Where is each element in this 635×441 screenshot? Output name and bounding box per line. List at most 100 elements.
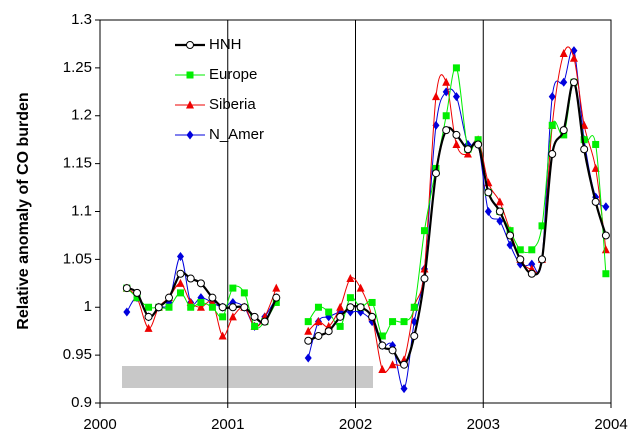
data-point [272, 298, 280, 306]
data-point [560, 131, 568, 139]
data-point [314, 303, 322, 311]
data-point [165, 303, 173, 311]
data-point [208, 303, 216, 311]
x-tick-label: 2004 [594, 416, 627, 433]
data-point [346, 294, 354, 302]
y-tick-label: 1.3 [71, 11, 92, 28]
series-line [126, 48, 607, 390]
y-tick-label: 1.05 [63, 250, 92, 267]
y-tick-label: 1.1 [71, 202, 92, 219]
data-point [580, 145, 589, 154]
data-point [218, 303, 227, 312]
data-point [196, 302, 205, 311]
data-point [495, 207, 504, 216]
data-point [218, 331, 227, 340]
data-point [154, 303, 163, 312]
legend-marker [186, 71, 194, 79]
data-point [304, 336, 313, 345]
data-point [601, 231, 610, 240]
data-point [400, 318, 408, 326]
data-point [133, 288, 142, 297]
data-point [197, 298, 205, 306]
y-tick-label: 1.2 [71, 107, 92, 124]
data-point [400, 360, 409, 369]
data-point [506, 240, 514, 250]
data-point [186, 274, 195, 283]
legend-label: HNH [209, 36, 242, 53]
series-line [126, 81, 607, 367]
data-point [538, 255, 547, 264]
data-point [559, 49, 568, 58]
data-point [474, 136, 482, 144]
data-point [389, 318, 397, 326]
data-point [176, 278, 185, 287]
data-point [442, 126, 451, 135]
data-point [496, 216, 504, 226]
data-point [506, 231, 515, 240]
data-point [420, 274, 429, 283]
data-point [548, 121, 556, 129]
data-point [346, 274, 355, 283]
plot-frame [99, 19, 612, 404]
y-tick-label: 0.95 [63, 346, 92, 363]
y-tick-label: 0.9 [71, 394, 92, 411]
legend-label: N_Amer [209, 126, 264, 143]
legend-marker [186, 130, 194, 140]
data-point [324, 327, 333, 336]
data-point [388, 360, 397, 369]
data-point [336, 322, 344, 330]
data-point [463, 149, 472, 158]
legend-marker [186, 100, 194, 109]
data-point [452, 92, 460, 102]
data-point [368, 298, 376, 306]
y-tick-label: 1.25 [63, 59, 92, 76]
data-point [580, 120, 589, 129]
data-point [304, 353, 312, 363]
data-point [304, 318, 312, 326]
legend-marker [186, 41, 194, 49]
data-point [474, 140, 483, 149]
data-point [272, 293, 281, 302]
data-point [516, 255, 525, 264]
data-point [569, 53, 578, 62]
data-point [133, 294, 141, 302]
data-point [442, 77, 451, 86]
x-tick-label: 2002 [339, 416, 372, 433]
data-point [388, 346, 397, 355]
data-point [378, 364, 387, 373]
data-point [591, 163, 600, 172]
data-point [378, 332, 386, 340]
data-point [314, 331, 323, 340]
data-point [592, 140, 600, 148]
data-point [538, 222, 546, 230]
data-point [484, 207, 492, 216]
data-point [602, 270, 610, 278]
data-point [559, 126, 568, 135]
series-line [126, 46, 607, 373]
data-point [314, 317, 323, 326]
data-point [208, 293, 217, 302]
data-point [144, 323, 153, 332]
data-point [420, 227, 428, 235]
y-tick-label: 1.15 [63, 155, 92, 172]
data-point [378, 341, 387, 350]
data-point [506, 227, 514, 235]
data-point [528, 259, 536, 269]
data-point [336, 312, 345, 321]
data-point [250, 312, 259, 321]
data-point [452, 130, 461, 139]
period-bar [122, 366, 373, 388]
y-axis-label: Relative anomaly of CO burden [15, 92, 32, 329]
data-point [144, 312, 153, 321]
data-point [304, 326, 313, 335]
data-point [228, 303, 237, 312]
data-point [548, 150, 557, 159]
data-point [495, 197, 504, 206]
data-point [346, 303, 355, 312]
data-point [325, 308, 333, 316]
series-line [126, 67, 607, 337]
data-point [602, 202, 610, 212]
x-tick-label: 2001 [211, 416, 244, 433]
data-point [484, 188, 493, 197]
